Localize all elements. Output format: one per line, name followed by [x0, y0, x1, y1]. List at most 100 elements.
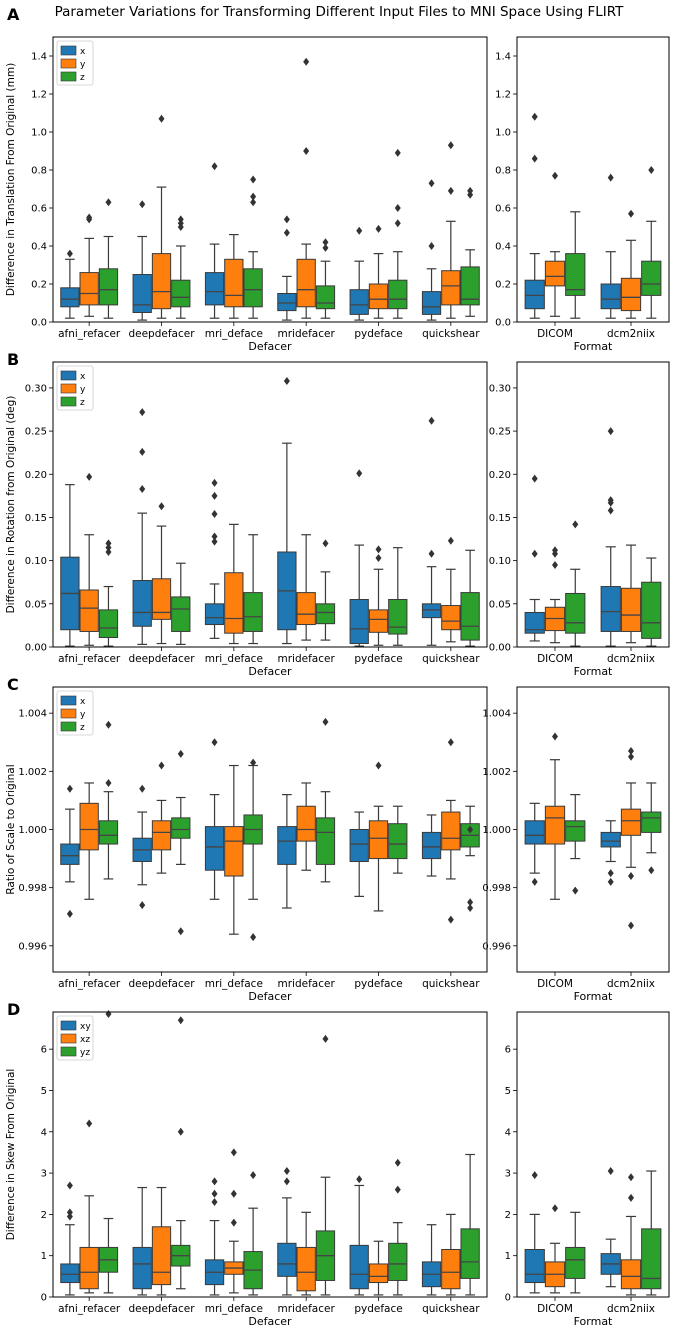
y-tick-label: 1.000	[482, 825, 511, 836]
outlier-point	[607, 506, 614, 515]
outlier-point	[66, 909, 73, 918]
x-tick-label: dcm2niix	[607, 653, 655, 665]
axes-frame	[52, 36, 488, 323]
outlier-point	[531, 877, 538, 886]
y-tick-label: 5	[505, 1086, 511, 1097]
box-pydeface-xy	[349, 1175, 369, 1296]
y-tick-label: 0.15	[489, 513, 511, 524]
y-tick-label: 0.996	[18, 941, 47, 952]
box-iqr	[388, 279, 408, 310]
box-mri_deface-z	[243, 534, 263, 645]
outlier-point	[177, 927, 184, 936]
outlier-point	[467, 825, 474, 834]
y-tick-label: 0.998	[18, 883, 47, 894]
box-DICOM-x	[524, 112, 545, 319]
y-tick-label: 4	[505, 1127, 511, 1138]
legend-label: y	[80, 60, 86, 70]
x-tick-label: afni_refacer	[58, 328, 121, 340]
box-iqr	[620, 277, 642, 312]
outlier-point	[230, 1189, 237, 1198]
box-iqr	[224, 572, 244, 634]
axes-frame	[52, 686, 488, 973]
box-DICOM-xy	[524, 1171, 545, 1294]
box-iqr	[224, 826, 244, 877]
box-iqr	[296, 592, 316, 626]
figure-title: Parameter Variations for Transforming Di…	[55, 4, 625, 20]
y-tick-label: 1.002	[482, 767, 511, 778]
box-iqr	[524, 820, 545, 845]
box-mri_deface-z	[243, 175, 263, 319]
box-afni_refacer-xz	[79, 1119, 99, 1294]
outlier-point	[66, 249, 73, 258]
outlier-point	[177, 1127, 184, 1136]
x-tick-label: mridefacer	[278, 1303, 336, 1315]
y-tick-label: 0.10	[25, 556, 47, 567]
x-tick-label: pydeface	[354, 328, 402, 340]
outlier-point	[283, 377, 290, 385]
legend-label: y	[80, 710, 86, 720]
outlier-point	[211, 1198, 218, 1206]
box-iqr	[441, 605, 461, 631]
y-tick-label: 0.30	[489, 383, 511, 394]
legend-label: yz	[80, 1048, 90, 1058]
y-tick-label: 0.4	[31, 242, 47, 253]
box-iqr	[349, 1244, 369, 1290]
outlier-point	[283, 1177, 290, 1186]
legend-label: x	[80, 372, 86, 382]
x-axis-label: Defacer	[248, 1315, 292, 1328]
box-iqr	[243, 592, 263, 632]
x-tick-label: quickshear	[422, 653, 480, 665]
box-mridefacer-xz	[296, 1211, 316, 1296]
x-tick-label: mri_deface	[205, 978, 263, 990]
box-deepdefacer-y	[151, 502, 172, 645]
box-iqr	[388, 823, 408, 860]
legend-label: x	[80, 47, 86, 57]
outlier-point	[447, 738, 454, 747]
outlier-point	[105, 198, 112, 207]
legend-label: xy	[80, 1022, 91, 1032]
box-iqr	[388, 599, 408, 635]
box-dcm2niix-x	[600, 173, 621, 319]
box-mridefacer-x	[277, 794, 297, 909]
box-iqr	[277, 826, 297, 865]
outlier-point	[552, 171, 558, 180]
box-deepdefacer-y	[151, 761, 172, 874]
box-deepdefacer-x	[132, 200, 152, 321]
y-tick-label: 1	[505, 1251, 511, 1262]
box-deepdefacer-x	[132, 784, 152, 910]
y-tick-label: 1.004	[482, 709, 511, 720]
box-DICOM-z	[565, 211, 586, 319]
box-quickshear-z	[460, 186, 480, 317]
box-iqr	[388, 1242, 408, 1281]
x-axis-label: Format	[574, 665, 613, 678]
box-quickshear-x	[421, 179, 442, 321]
outlier-point	[628, 872, 634, 881]
box-afni_refacer-yz	[98, 1010, 119, 1294]
box-deepdefacer-xy	[132, 1186, 152, 1296]
y-tick-label: 0.2	[31, 280, 47, 291]
y-tick-label: 5	[41, 1086, 47, 1097]
box-iqr	[204, 826, 225, 871]
outlier-point	[428, 179, 435, 188]
right-axes-C: 0.996 0.998 1.000 1.002 1.004 DICOM dcm2niixFo…	[482, 686, 670, 1003]
box-iqr	[349, 599, 369, 645]
legend-swatch-x	[60, 370, 77, 381]
box-mri_deface-xz	[224, 1148, 244, 1294]
x-tick-label: afni_refacer	[58, 1303, 121, 1315]
outlier-point	[139, 408, 146, 417]
x-tick-label: mri_deface	[205, 1303, 263, 1315]
box-mridefacer-x	[277, 377, 297, 645]
box-dcm2niix-y	[620, 746, 642, 930]
box-iqr	[224, 258, 244, 308]
outlier-point	[139, 447, 146, 456]
box-iqr	[296, 258, 316, 308]
y-tick-label: 1.2	[31, 90, 47, 101]
box-iqr	[79, 589, 99, 632]
legend-swatch-x	[60, 45, 77, 56]
outlier-point	[211, 1189, 218, 1198]
box-pydeface-x	[349, 469, 369, 647]
y-tick-label: 0.0	[495, 318, 511, 329]
outlier-point	[322, 539, 329, 548]
outlier-point	[177, 749, 184, 758]
